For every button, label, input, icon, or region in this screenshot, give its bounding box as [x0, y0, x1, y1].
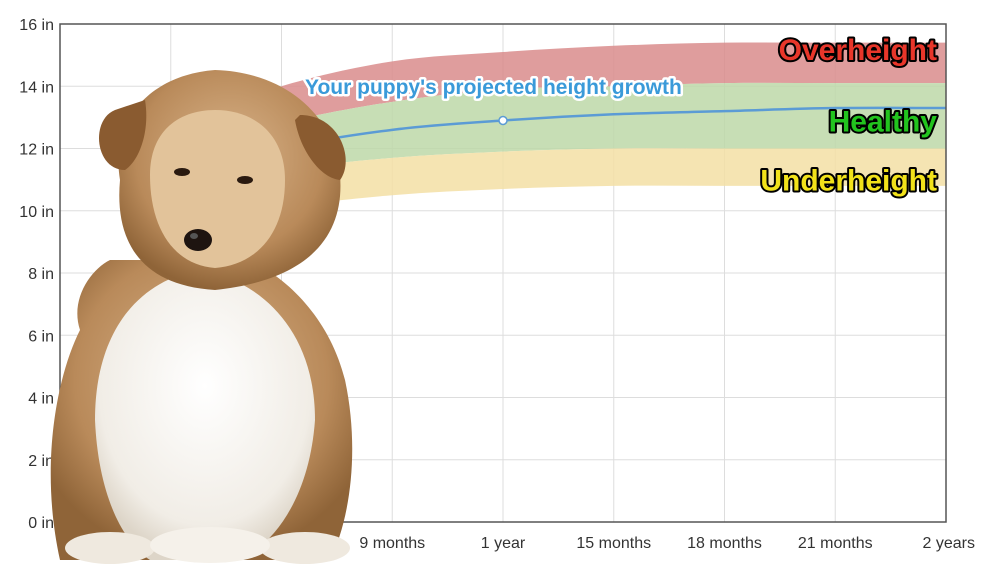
y-tick-label: 8 in: [28, 266, 54, 283]
band-label-overheight: Overheight: [779, 34, 937, 67]
band-label-healthy: Healthy: [829, 105, 938, 138]
x-tick-label: 15 months: [576, 535, 651, 552]
band-underheight: [207, 148, 946, 224]
y-tick-label: 10 in: [19, 204, 54, 221]
axes: [59, 23, 947, 523]
y-tick-label: 12 in: [19, 142, 54, 159]
band-label-underheight: Underheight: [760, 165, 937, 198]
y-tick-label: 14 in: [19, 79, 54, 96]
projection-marker: [498, 115, 508, 126]
puppy-photo: [50, 70, 353, 564]
x-tick-label: 18 months: [687, 535, 762, 552]
plot-frame: [59, 23, 947, 523]
y-tick-label: 2 in: [28, 453, 54, 470]
y-tick-label: 4 in: [28, 391, 54, 408]
y-tick-label: 6 in: [28, 328, 54, 345]
band-overheight: [207, 42, 946, 152]
x-tick-label: 21 months: [798, 535, 873, 552]
y-tick-label: 16 in: [19, 17, 54, 34]
projection-label: Your puppy's projected height growth: [305, 76, 682, 99]
x-tick-label: 2 years: [923, 535, 975, 552]
x-tick-label: 9 months: [359, 535, 425, 552]
y-tick-label: 0 in: [28, 515, 54, 532]
x-tick-label: 1 year: [481, 535, 526, 552]
